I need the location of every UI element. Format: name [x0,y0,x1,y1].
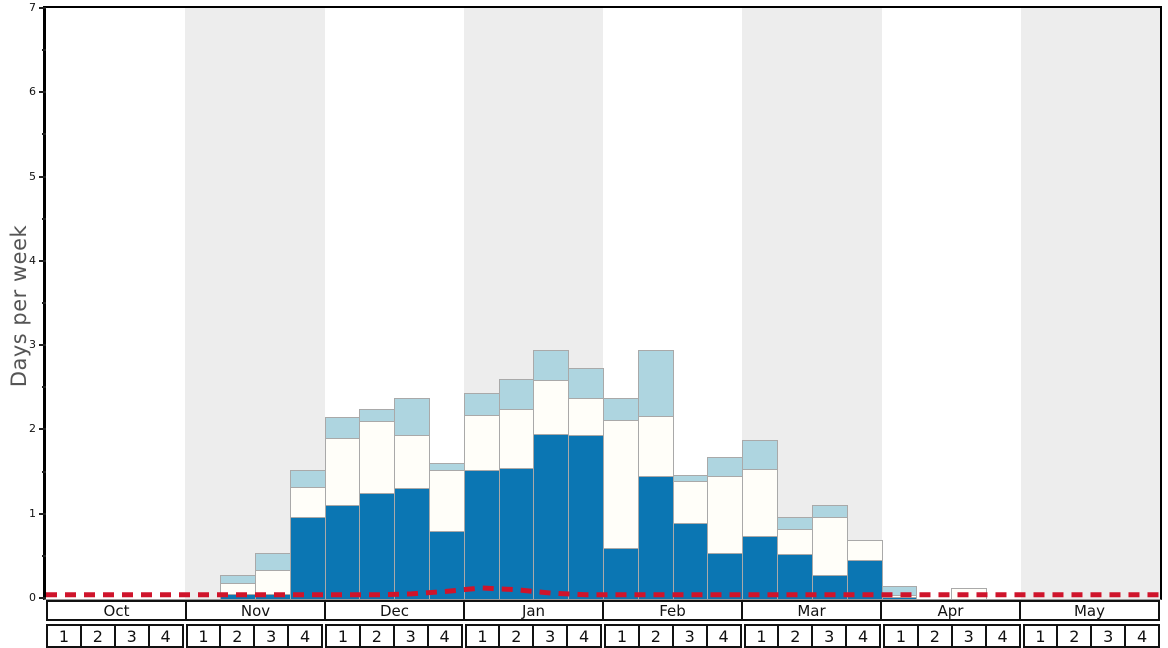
y-tick-label-6: 6 [29,85,36,99]
week-cell-feb-3: 3 [671,624,708,648]
y-tick-label-4: 4 [29,253,36,267]
week-cell-oct-3: 3 [113,624,150,648]
bar-segment-dark-blue-apr-1 [881,597,918,599]
y-minor-tick [42,217,46,220]
y-minor-tick [42,302,46,304]
week-cell-nov-4: 4 [287,624,323,648]
week-cell-apr-2: 2 [916,624,953,648]
bar-segment-dark-blue-jan-4 [568,434,604,599]
bar-segment-dark-blue-nov-4 [289,517,326,599]
y-major-tick-1 [39,512,46,515]
week-cell-apr-4: 4 [984,624,1021,648]
week-cell-jan-3: 3 [532,624,569,648]
bar-segment-dark-blue-jan-3 [533,433,570,599]
y-tick-label-2: 2 [29,422,36,436]
bar-segment-dark-blue-feb-2 [637,475,674,599]
week-cell-may-1: 1 [1022,624,1059,648]
week-cell-jan-1: 1 [464,624,501,648]
week-cell-may-2: 2 [1056,624,1093,648]
red-dashed-line [46,585,1160,598]
y-minor-tick [42,386,46,389]
y-tick-label-0: 0 [29,591,36,604]
y-minor-tick [42,554,46,557]
week-cell-nov-3: 3 [253,624,290,648]
week-cell-jan-2: 2 [498,624,535,648]
week-cell-feb-1: 1 [604,624,640,648]
y-major-tick-7 [39,7,46,9]
y-major-tick-3 [39,344,46,347]
bar-segment-dark-blue-dec-4 [428,530,465,599]
week-cell-oct-2: 2 [79,624,116,648]
month-cell-may: May [1019,600,1160,621]
week-cell-oct-1: 1 [46,624,82,648]
y-major-tick-4 [39,259,46,262]
month-cell-feb: Feb [602,600,743,621]
month-band-apr [881,8,1021,599]
month-cell-nov: Nov [185,600,326,621]
y-major-tick-6 [39,91,46,94]
week-cell-jan-4: 4 [566,624,602,648]
y-major-tick-2 [39,428,46,431]
y-minor-tick [42,470,46,473]
y-major-tick-5 [39,175,46,178]
red-dashed-polyline [46,585,1160,598]
bar-segment-dark-blue-dec-2 [359,492,396,599]
bar-segment-dark-blue-feb-1 [603,547,639,599]
week-cell-dec-1: 1 [325,624,361,648]
month-band-may [1020,8,1160,599]
y-minor-tick [42,133,46,136]
week-cell-mar-2: 2 [777,624,814,648]
y-axis-title: Days per week [7,224,31,388]
month-band-oct [46,8,186,599]
bar-segment-dark-blue-mar-2 [777,553,813,599]
week-cell-mar-1: 1 [743,624,780,648]
y-tick-label-7: 7 [29,1,36,14]
week-cell-may-3: 3 [1090,624,1127,648]
y-minor-tick [42,49,46,52]
y-tick-label-1: 1 [29,506,36,520]
week-cell-apr-3: 3 [950,624,987,648]
y-tick-label-3: 3 [29,338,36,352]
bar-segment-dark-blue-jan-1 [463,470,500,599]
bar-segment-dark-blue-dec-1 [324,505,361,599]
month-cell-apr: Apr [880,600,1021,621]
week-cell-mar-3: 3 [811,624,848,648]
week-cell-dec-4: 4 [426,624,463,648]
week-cell-dec-3: 3 [392,624,429,648]
week-cell-feb-2: 2 [637,624,674,648]
month-cell-jan: Jan [463,600,604,621]
week-cell-feb-4: 4 [705,624,742,648]
week-cell-apr-1: 1 [883,624,919,648]
month-cell-oct: Oct [46,600,187,621]
plot-area [43,6,1162,600]
y-tick-label-5: 5 [29,169,36,183]
month-cell-dec: Dec [324,600,465,621]
month-cell-mar: Mar [741,600,882,621]
week-cell-mar-4: 4 [845,624,881,648]
week-cell-dec-2: 2 [358,624,395,648]
week-cell-oct-4: 4 [147,624,184,648]
month-axis-row: Oct Nov Dec Jan Feb Mar Apr May [46,600,1160,621]
week-cell-nov-2: 2 [219,624,256,648]
bar-segment-dark-blue-mar-1 [742,535,779,599]
week-cell-may-4: 4 [1124,624,1160,648]
y-major-tick-0 [39,597,46,599]
week-cell-nov-1: 1 [185,624,222,648]
